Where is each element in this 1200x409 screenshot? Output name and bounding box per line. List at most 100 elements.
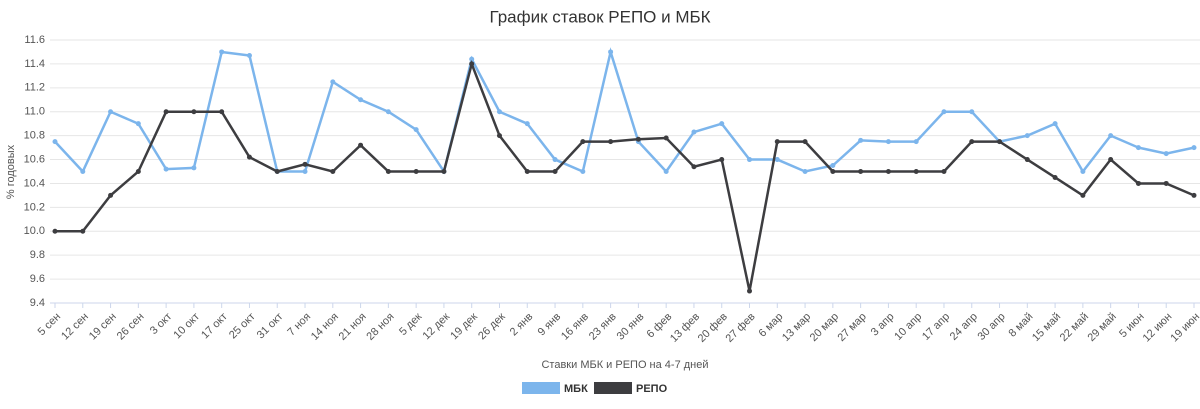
data-point [858,169,864,174]
data-point [1135,145,1141,151]
y-tick-label: 10.8 [24,130,45,142]
x-axis-label: Ставки МБК и РЕПО на 4-7 дней [541,359,708,371]
data-point [413,127,419,133]
data-point [802,169,808,174]
data-point [163,166,169,172]
data-point [330,79,336,85]
x-tick-label: 25 окт [227,311,258,342]
data-point [552,157,558,163]
data-point [524,169,530,174]
data-point [1108,157,1114,163]
data-point [913,169,919,174]
x-tick-label: 26 дек [476,311,508,343]
x-tick-label: 2 янв [508,311,536,339]
legend-label: МБК [564,383,588,395]
data-point [80,228,86,234]
data-point [719,157,725,163]
data-point [246,154,252,160]
data-point [969,139,975,145]
y-tick-label: 11.4 [24,58,45,70]
data-point [469,61,475,67]
x-tick-label: 22 май [1058,311,1091,344]
x-tick-label: 17 апр [920,311,952,343]
data-point [774,157,780,163]
y-tick-label: 11.6 [24,34,45,46]
x-tick-label: 17 окт [199,311,230,342]
x-tick-label: 10 окт [171,311,202,342]
data-point [858,137,864,143]
x-tick-label: 12 сен [59,311,91,343]
data-point [913,139,919,145]
x-tick-label: 27 фев [724,311,758,345]
data-point [1024,157,1030,163]
data-point [1191,145,1197,151]
data-point [135,121,141,127]
data-point [80,169,86,174]
y-tick-label: 9.4 [30,297,45,309]
x-tick-label: 15 май [1030,311,1063,344]
data-point [469,56,475,62]
series-line [55,59,1195,292]
data-point [1052,174,1058,180]
data-point [330,169,336,174]
legend-swatch [522,382,560,394]
data-point [246,53,252,59]
data-point [302,169,308,174]
legend-label: РЕПО [636,383,668,395]
x-tick-label: 19 дек [448,311,480,343]
chart-title: График ставок РЕПО и МБК [489,7,710,26]
data-point [774,139,780,145]
data-point [941,169,947,174]
x-tick-label: 19 июн [1168,311,1200,345]
data-point [358,142,364,148]
data-point [191,109,197,115]
data-point [524,121,530,127]
legend-swatch [594,382,632,394]
data-point [802,139,808,145]
data-point [1080,169,1086,174]
x-tick-label: 30 янв [615,311,647,343]
y-tick-label: 10.4 [24,177,45,189]
y-tick-label: 9.6 [30,273,45,285]
data-point [663,169,669,174]
data-point [413,169,419,174]
data-point [663,135,669,141]
data-point [302,161,308,167]
data-point [52,228,58,234]
data-point [496,109,502,115]
x-tick-label: 10 апр [892,311,924,343]
data-point [997,139,1003,145]
y-axis-label: % годовых [5,144,17,199]
y-tick-label: 11.0 [24,106,45,118]
data-point [219,109,225,115]
data-point [1163,151,1169,157]
x-tick-label: 31 окт [255,311,286,342]
x-tick-label: 13 мар [780,311,813,344]
data-point [52,139,58,145]
data-point [691,129,697,135]
x-tick-label: 30 апр [976,311,1008,343]
x-tick-label: 14 ноя [309,311,341,343]
x-tick-label: 28 ноя [364,311,396,343]
data-point [580,139,586,145]
data-point [274,169,280,174]
y-tick-label: 10.6 [24,153,45,165]
data-point [441,169,447,174]
x-tick-label: 21 ноя [337,311,369,343]
x-tick-label: 26 сен [115,311,147,343]
data-point [108,192,114,198]
data-point [580,169,586,174]
data-point [635,136,641,142]
data-point [1080,192,1086,198]
data-point [219,49,225,55]
x-tick-label: 19 сен [87,311,119,343]
data-point [1052,121,1058,127]
data-point [496,133,502,139]
data-point [135,169,141,174]
x-tick-label: 20 фев [696,311,730,345]
data-point [885,169,891,174]
data-point [163,109,169,115]
data-point [830,163,836,169]
x-tick-label: 16 янв [559,311,591,343]
data-point [1108,133,1114,139]
